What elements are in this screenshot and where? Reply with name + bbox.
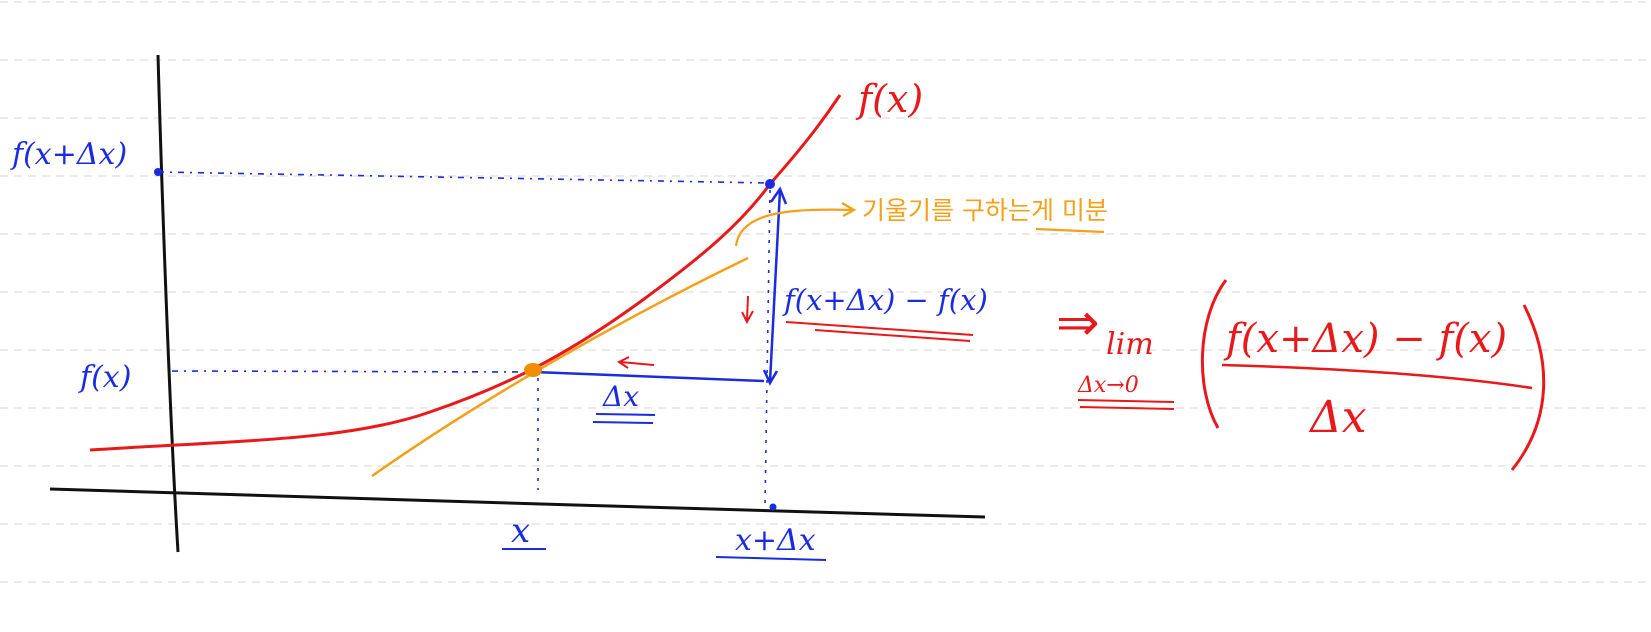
x-label-x-dx: x+Δx <box>735 523 816 558</box>
limit-underline <box>1077 399 1175 410</box>
point-x-dx-on-axis <box>769 503 777 511</box>
delta-x-underline <box>592 413 656 424</box>
y-axis <box>156 54 180 553</box>
point-fx-on-axis <box>154 168 162 176</box>
formula-numerator: f(x+Δx) − f(x) <box>1223 316 1507 362</box>
delta-y-arrow <box>768 189 782 383</box>
delta-y-arrowhead-bottom <box>762 369 779 386</box>
point-fx-dx <box>765 179 775 189</box>
tangent-note-arrow <box>734 202 857 247</box>
fraction-bar <box>1221 363 1533 390</box>
formula-denominator: Δx <box>1308 392 1367 443</box>
y-label-fx: f(x) <box>78 360 131 395</box>
delta-x-segment <box>533 370 765 383</box>
right-parenthesis <box>1510 304 1546 471</box>
x-axis <box>49 487 986 519</box>
delta-y-arrowhead-top <box>769 186 788 205</box>
x-label-x: x <box>511 511 530 551</box>
tangent-line <box>371 256 749 478</box>
point-x <box>524 363 542 377</box>
red-down-arrow <box>741 295 754 325</box>
limit-label: lim <box>1106 327 1154 362</box>
tangent-note: 기울기를 구하는게 미분 <box>862 196 1108 225</box>
delta-x-label: Δx <box>602 380 639 413</box>
tangent-note-underline <box>1035 227 1105 234</box>
ruled-lines <box>0 1 1651 583</box>
left-parenthesis <box>1200 279 1228 429</box>
function-curve <box>89 94 842 452</box>
limit-subscript: Δx→0 <box>1077 373 1139 398</box>
y-label-fx-dx: f(x+Δx) <box>10 137 127 172</box>
curve-label: f(x) <box>855 77 923 121</box>
guide-x-dx-vertical <box>764 189 771 508</box>
x-dx-label-underline <box>715 556 827 561</box>
guide-fx-dx-horizontal <box>157 171 771 184</box>
guide-fx-horizontal <box>171 370 529 373</box>
implies-symbol: ⇒ <box>1056 293 1100 353</box>
diff-underline <box>785 321 974 342</box>
red-left-arrow <box>617 356 655 369</box>
diff-label: f(x+Δx) − f(x) <box>782 283 988 317</box>
